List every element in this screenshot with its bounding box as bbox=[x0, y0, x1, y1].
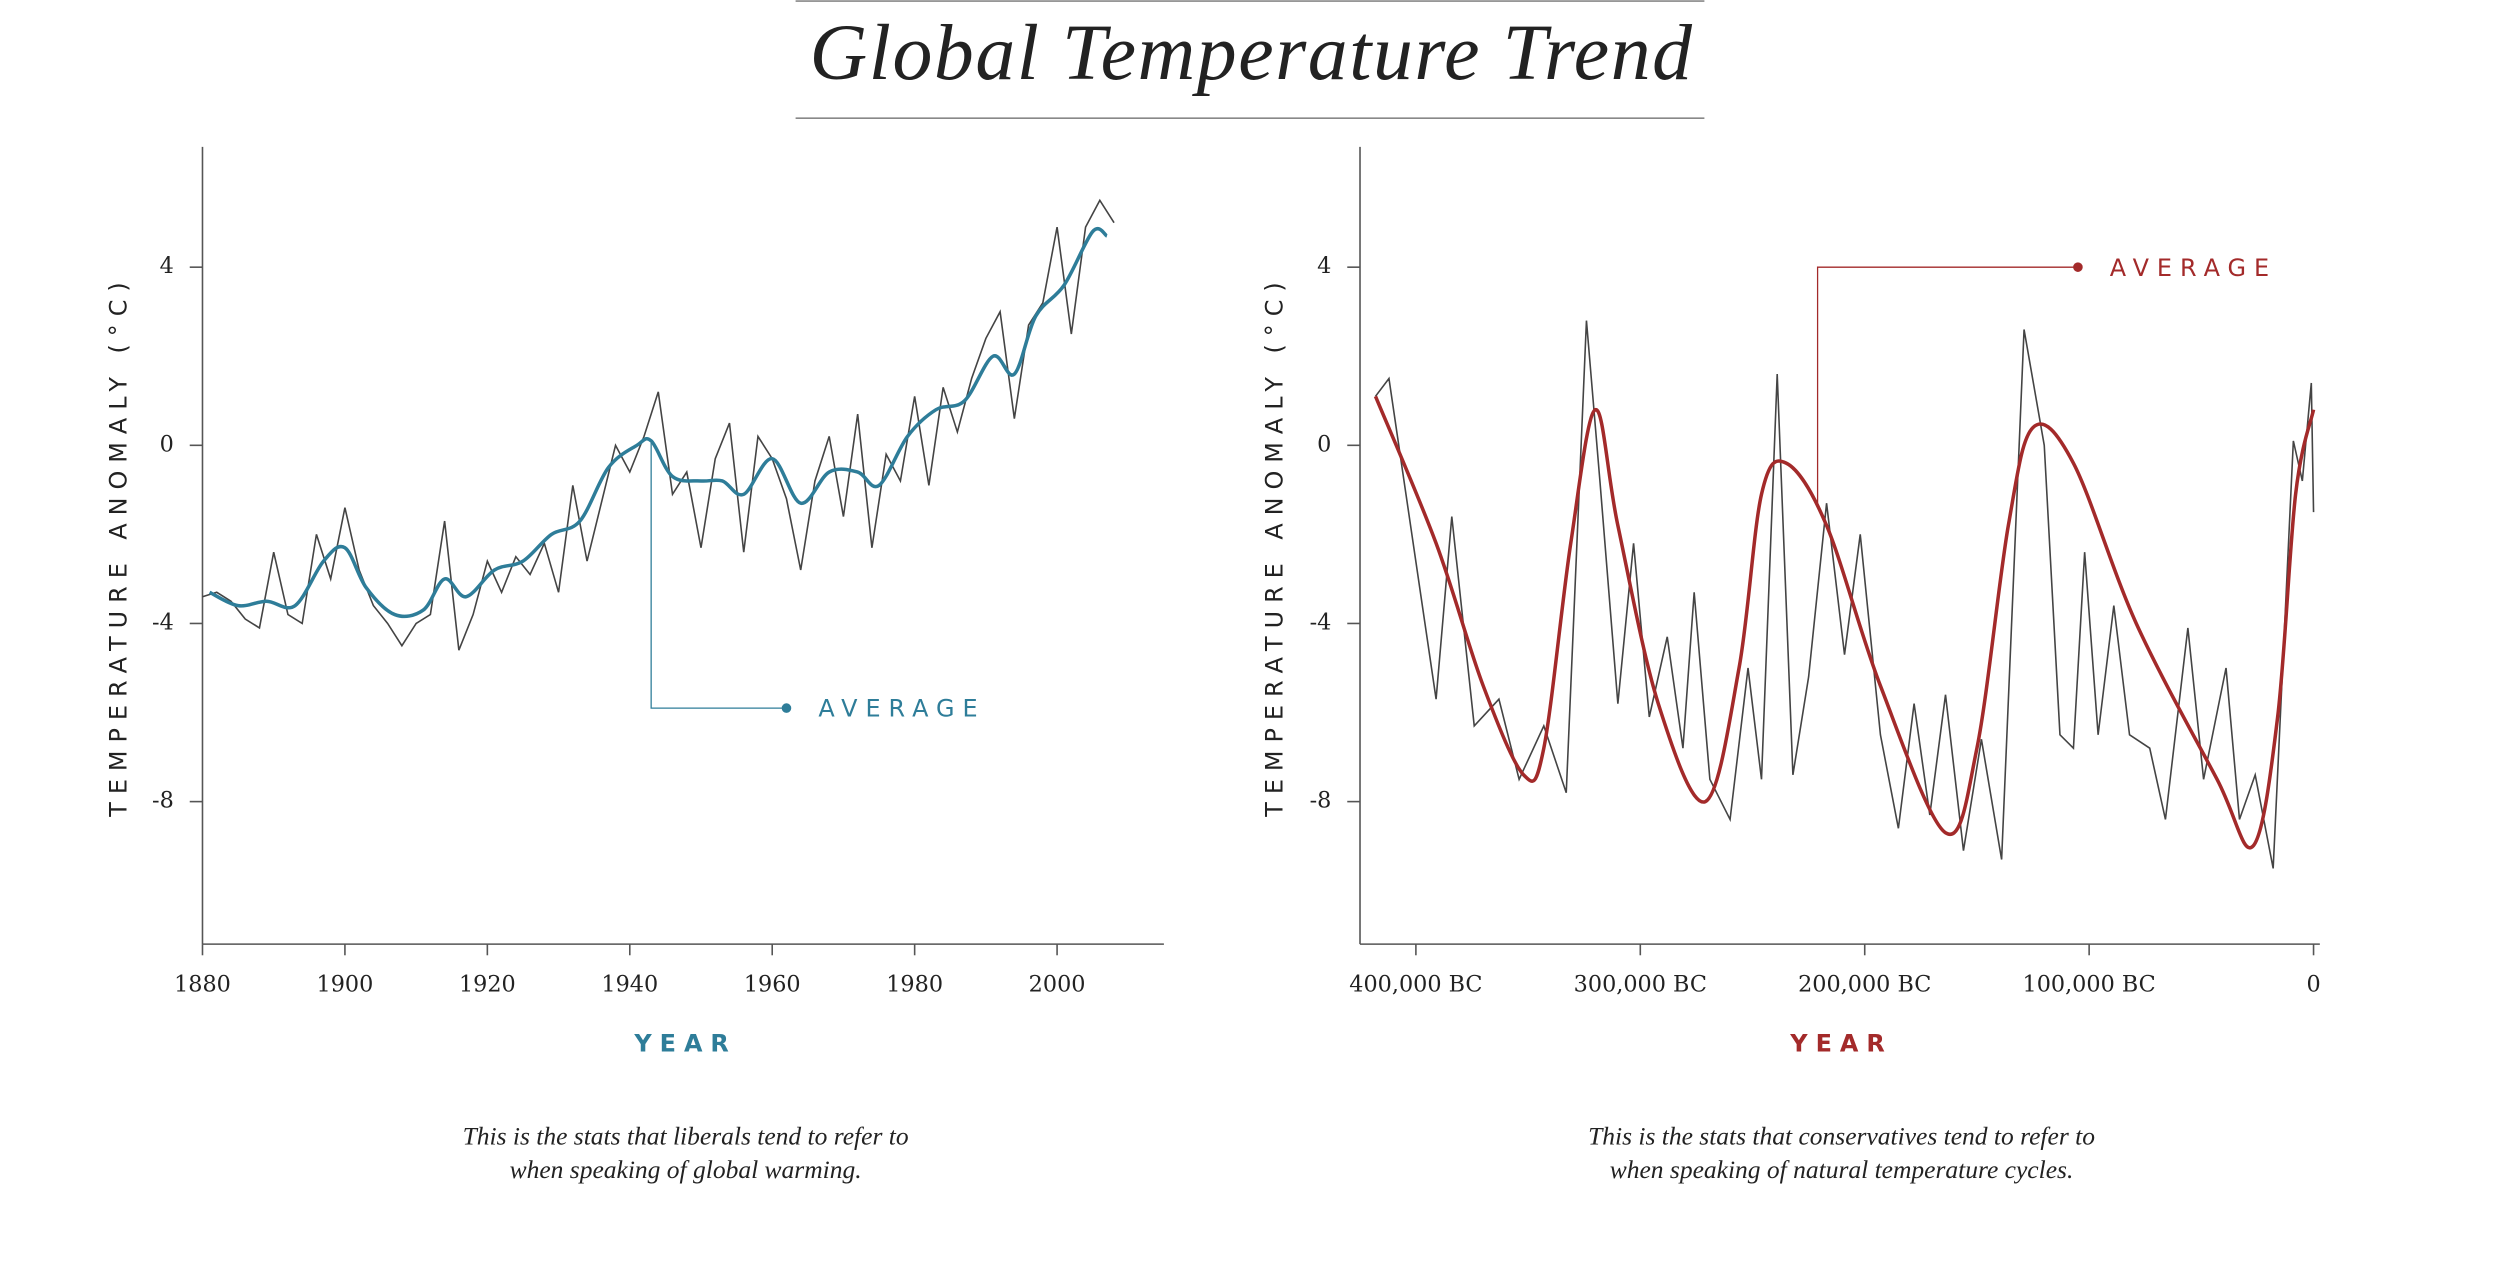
annotation-line bbox=[1816, 266, 2078, 504]
x-tick-label: 1880 bbox=[174, 972, 231, 998]
data-line bbox=[1374, 320, 2315, 869]
y-tick-label: 4 bbox=[160, 253, 174, 279]
x-tick-label: 1920 bbox=[459, 972, 516, 998]
caption: when speaking of natural temperature cyc… bbox=[1610, 1155, 2074, 1184]
x-tick-label: 1900 bbox=[317, 972, 374, 998]
y-tick-label: -4 bbox=[1310, 609, 1332, 635]
caption: when speaking of global warming. bbox=[510, 1155, 862, 1184]
caption: This is the stats that liberals tend to … bbox=[463, 1121, 909, 1150]
y-tick-label: 4 bbox=[1317, 253, 1331, 279]
x-tick-label: 200,000 BC bbox=[1798, 972, 1931, 998]
y-tick-label: 0 bbox=[1317, 431, 1331, 457]
x-tick-label: 300,000 BC bbox=[1574, 972, 1707, 998]
annotation-line bbox=[650, 440, 787, 709]
annotation-label: AVERAGE bbox=[818, 695, 985, 723]
x-axis-label: YEAR bbox=[1789, 1030, 1892, 1058]
y-tick-label: 0 bbox=[160, 431, 174, 457]
x-tick-label: 400,000 BC bbox=[1349, 972, 1482, 998]
x-tick-label: 100,000 BC bbox=[2023, 972, 2156, 998]
average-line bbox=[1373, 395, 2316, 850]
x-axis-label: YEAR bbox=[633, 1030, 736, 1058]
x-tick-label: 1940 bbox=[601, 972, 658, 998]
data-line bbox=[202, 198, 1115, 651]
x-tick-label: 2000 bbox=[1029, 972, 1086, 998]
y-tick-label: -4 bbox=[152, 609, 174, 635]
y-tick-label: -8 bbox=[1310, 788, 1332, 814]
x-tick-label: 1960 bbox=[744, 972, 801, 998]
chart: -8 -4 0 4 400,000 BC 300,000 BC 200,000 BC 100,… bbox=[1261, 146, 2321, 1184]
x-tick-label: 0 bbox=[2306, 972, 2320, 998]
annotation-label: AVERAGE bbox=[2110, 254, 2277, 282]
y-tick-label: -8 bbox=[152, 788, 174, 814]
caption: This is the stats that conservatives ten… bbox=[1588, 1121, 2095, 1150]
x-tick-label: 1980 bbox=[886, 972, 943, 998]
average-line bbox=[208, 226, 1108, 619]
y-axis-label: TEMPERATURE ANOMALY (°C) bbox=[1261, 274, 1289, 817]
chart: -8 -4 0 4 1880 1900 1920 1940 1960 1980 2000 YEAR TE… bbox=[105, 146, 1164, 1184]
page-title: Global Temperature Trend bbox=[810, 9, 1694, 97]
annotation-dot bbox=[781, 703, 792, 713]
annotation-dot bbox=[2073, 262, 2083, 272]
y-axis-label: TEMPERATURE ANOMALY (°C) bbox=[105, 274, 133, 817]
